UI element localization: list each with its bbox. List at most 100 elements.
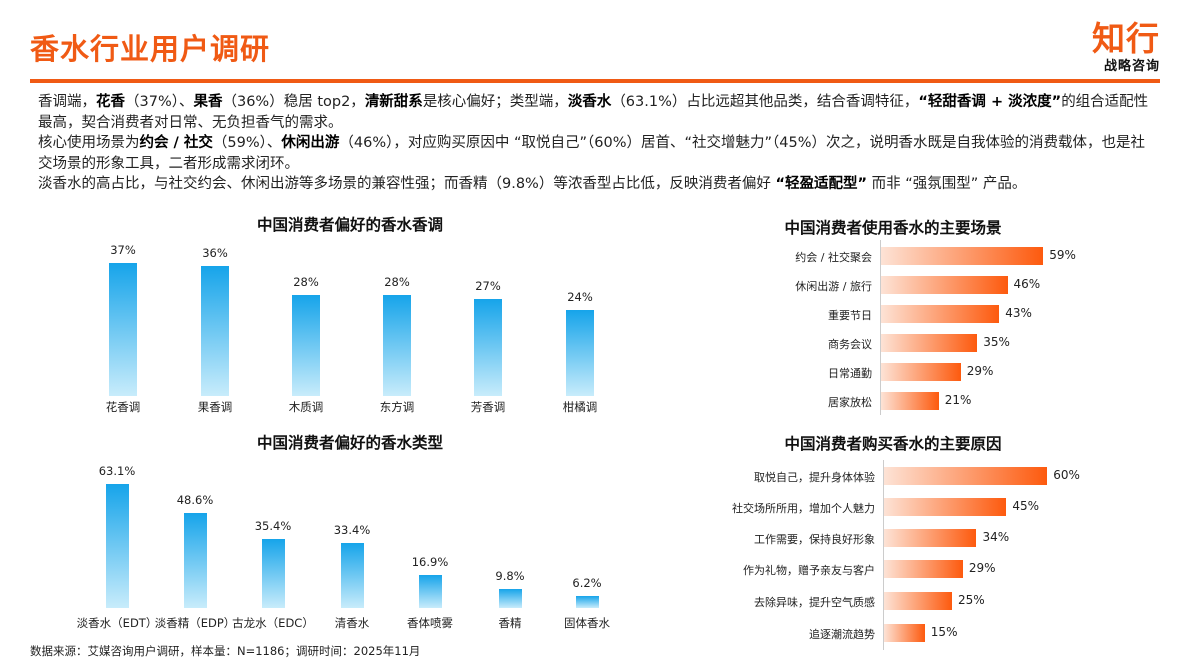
- data-label: 48.6%: [176, 492, 214, 507]
- data-label: 16.9%: [411, 554, 449, 569]
- summary-paragraph: 核心使用场景为约会 / 社交（59%）、休闲出游（46%），对应购买原因中 “取…: [38, 133, 1158, 174]
- category-label: 日常通勤: [828, 367, 872, 380]
- highlight-text: 约会 / 社交: [139, 135, 213, 151]
- bar: [474, 298, 502, 396]
- category-label: 柑橘调: [562, 400, 598, 414]
- category-label: 木质调: [288, 400, 324, 414]
- category-label: 重要节日: [828, 309, 872, 322]
- highlight-text: 淡香水: [567, 94, 612, 110]
- axis-line: [880, 240, 881, 415]
- summary-paragraph: 香调端，花香（37%）、果香（36%）稳居 top2，清新甜系是核心偏好；类型端…: [38, 92, 1158, 133]
- text-run: 而非 “强氛围型” 产品。: [867, 176, 1027, 192]
- text-run: 淡香水的高占比，与社交约会、休闲出游等多场景的兼容性强；而香精（9.8%）等浓香…: [38, 176, 776, 192]
- bar: [201, 266, 229, 396]
- highlight-text: 果香: [193, 94, 223, 110]
- data-label: 25%: [958, 593, 985, 607]
- bar: [109, 262, 137, 396]
- bar: [881, 334, 978, 352]
- category-label: 芳香调: [470, 400, 506, 414]
- bar: [884, 624, 925, 642]
- data-label: 37%: [110, 242, 136, 257]
- bar: [105, 484, 129, 608]
- title-divider: [30, 79, 1160, 83]
- bar: [884, 467, 1048, 485]
- highlight-text: 清新甜系: [364, 94, 423, 110]
- category-label: 香体喷雾: [407, 616, 453, 630]
- data-label: 28%: [384, 275, 410, 290]
- bar: [575, 595, 599, 608]
- bar: [884, 560, 963, 578]
- data-label: 36%: [202, 246, 228, 261]
- chart-title: 中国消费者偏好的香水类型: [256, 434, 443, 452]
- bar: [183, 512, 207, 608]
- bar: [566, 309, 594, 396]
- category-label: 固体香水: [564, 616, 610, 630]
- highlight-text: 花香: [96, 94, 125, 110]
- data-label: 24%: [567, 289, 593, 304]
- data-label: 27%: [475, 278, 501, 293]
- text-run: （36%）稳居 top2，: [222, 94, 365, 110]
- bar: [884, 592, 952, 610]
- bar: [884, 529, 977, 547]
- bar: [884, 498, 1007, 516]
- bar: [881, 305, 1000, 323]
- bar: [881, 276, 1008, 294]
- logo: 知行: [1092, 19, 1160, 58]
- category-label: 商务会议: [828, 338, 872, 351]
- data-label: 29%: [968, 561, 996, 575]
- category-label: 约会 / 社交聚会: [795, 251, 872, 264]
- data-label: 15%: [930, 625, 958, 639]
- data-label: 35.4%: [254, 518, 292, 533]
- data-label: 33.4%: [333, 522, 371, 537]
- chart-title: 中国消费者偏好的香水香调: [256, 216, 443, 234]
- category-label: 作为礼物，赠予亲友与客户: [743, 564, 875, 577]
- data-label: 60%: [1053, 468, 1080, 482]
- bar: [418, 574, 442, 608]
- data-source: 数据来源：艾媒咨询用户调研，样本量：N=1186；调研时间：2025年11月: [30, 644, 421, 658]
- category-label: 果香调: [197, 400, 233, 414]
- bar: [383, 295, 411, 396]
- highlight-text: 休闲出游: [281, 135, 340, 151]
- highlight-text: “轻盈适配型”: [775, 176, 868, 192]
- text-run: （59%）、: [212, 135, 282, 151]
- data-label: 35%: [983, 335, 1010, 349]
- data-label: 28%: [293, 275, 319, 290]
- category-label: 清香水: [334, 616, 370, 630]
- axis-line: [883, 460, 884, 650]
- bar: [340, 542, 364, 608]
- category-label: 东方调: [379, 400, 415, 414]
- data-label: 9.8%: [495, 568, 525, 583]
- data-label: 21%: [944, 393, 972, 407]
- highlight-text: “轻甜香调 + 淡浓度”: [918, 94, 1062, 110]
- data-label: 63.1%: [98, 464, 136, 479]
- category-label: 取悦自己，提升身体体验: [754, 471, 875, 484]
- text-run: （37%）、: [125, 94, 194, 110]
- category-label: 工作需要，保持良好形象: [754, 533, 875, 546]
- bar: [881, 363, 961, 381]
- category-label: 休闲出游 / 旅行: [795, 280, 872, 293]
- category-label: 香精: [498, 616, 522, 630]
- chart-title: 中国消费者购买香水的主要原因: [784, 435, 1002, 453]
- category-label: 淡香水（EDT）: [76, 616, 158, 630]
- text-run: 的组合适配性最高，契合消费者对日常、无负担香气的需求。: [38, 94, 1149, 131]
- text-run: （63.1%）占比远超其他品类，结合香调特征，: [611, 94, 919, 110]
- text-run: 核心使用场景为: [38, 135, 140, 151]
- data-label: 46%: [1013, 277, 1041, 291]
- category-label: 古龙水（EDC）: [232, 616, 314, 630]
- data-label: 43%: [1005, 306, 1032, 320]
- data-label: 45%: [1012, 499, 1040, 513]
- category-label: 花香调: [105, 400, 141, 414]
- summary-text: 香调端，花香（37%）、果香（36%）稳居 top2，清新甜系是核心偏好；类型端…: [38, 92, 1158, 195]
- category-label: 居家放松: [828, 396, 872, 409]
- category-label: 社交场所所用，增加个人魅力: [732, 502, 875, 515]
- bar: [498, 588, 522, 608]
- data-label: 34%: [982, 530, 1010, 544]
- page-title: 香水行业用户调研: [30, 32, 271, 66]
- chart-title: 中国消费者使用香水的主要场景: [784, 219, 1002, 237]
- bar: [292, 295, 320, 396]
- summary-paragraph: 淡香水的高占比，与社交约会、休闲出游等多场景的兼容性强；而香精（9.8%）等浓香…: [38, 174, 1158, 195]
- category-label: 去除异味，提升空气质感: [754, 596, 875, 609]
- text-run: 是核心偏好；类型端，: [422, 94, 568, 110]
- category-label: 追逐潮流趋势: [809, 628, 875, 641]
- data-label: 6.2%: [572, 575, 602, 590]
